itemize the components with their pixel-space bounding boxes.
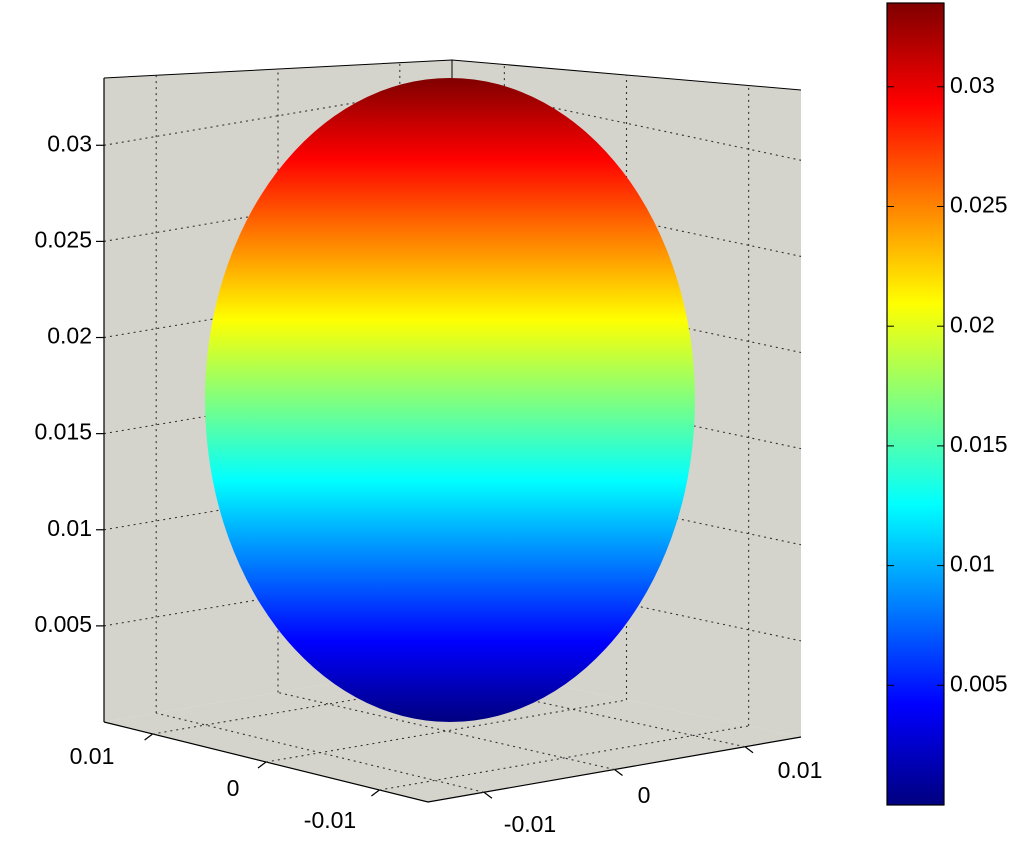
y-axis: -0.01 0 0.01 [483,746,823,837]
y-tick-label: -0.01 [504,811,556,837]
y-tick [483,791,493,799]
pane-bottom-edge [103,721,802,803]
z-tick-label: 0.02 [47,323,92,349]
gridline-floor-x [379,725,749,791]
x-axis: -0.01 0 0.01 [70,733,380,833]
x-tick [371,789,380,797]
colorbar-tick-label: 0.005 [950,670,1008,696]
colorbar-tick-label: 0.02 [950,311,995,337]
colorbar-tick-label: 0.01 [950,551,995,577]
x-tick [144,733,153,741]
ellipsoid-surface [205,78,695,722]
y-tick-label: 0 [638,782,651,808]
x-tick [257,761,267,769]
z-tick-label: 0.01 [47,515,92,541]
colorbar-tick-label: 0.015 [950,431,1008,457]
colorbar-fill [886,2,945,806]
z-axis: 0.005 0.01 0.015 0.02 0.025 0.03 [34,78,105,722]
colorbar-tick-label: 0.025 [950,192,1008,218]
z-tick-label: 0.025 [34,226,92,252]
z-tick-label: 0.005 [34,611,92,637]
y-tick [614,769,623,776]
x-tick-label: 0.01 [70,743,115,769]
colorbar-tick-label: 0.03 [950,72,995,98]
x-tick-label: -0.01 [304,807,356,833]
z-tick-label: 0.03 [47,130,92,156]
x-tick-label: 0 [227,775,240,801]
y-tick-label: 0.01 [778,757,823,783]
colorbar: 0.005 0.01 0.015 0.02 0.025 0.03 [886,2,1008,806]
ellipsoid-body [205,78,695,722]
gridline-floor-x [265,699,627,763]
z-tick-label: 0.015 [34,419,92,445]
y-tick [744,746,754,754]
